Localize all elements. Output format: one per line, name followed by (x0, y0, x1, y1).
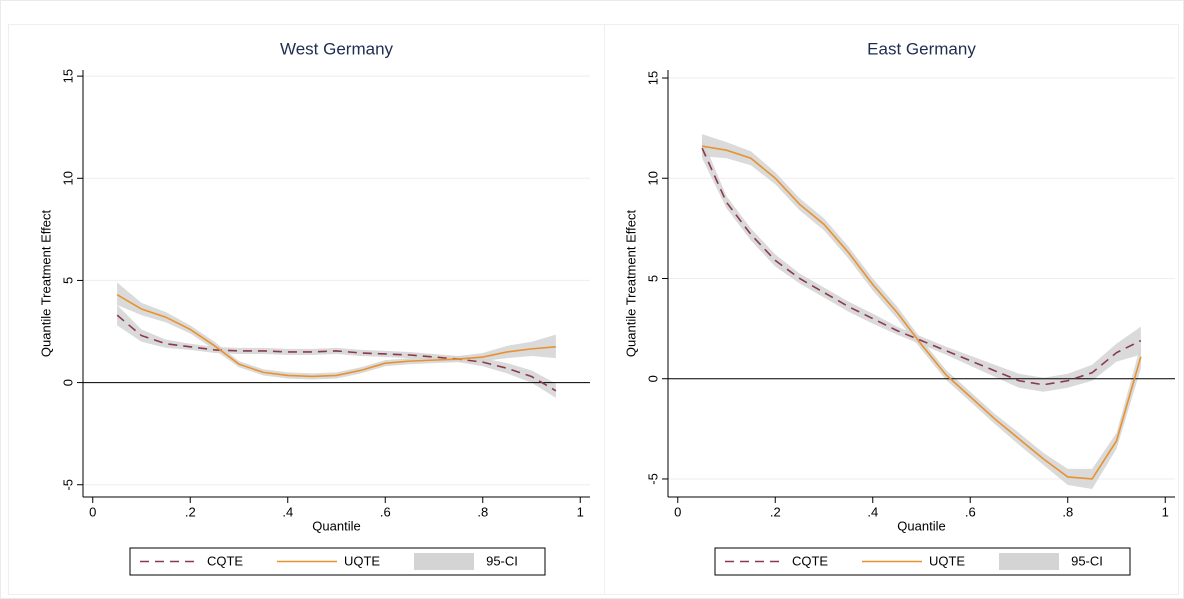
y-axis-label: Quantile Treatment Effect (38, 210, 53, 358)
legend-box (714, 547, 1131, 576)
x-tick-label: .4 (282, 504, 293, 519)
x-tick-label: .2 (185, 504, 196, 519)
legend-swatch (414, 553, 474, 570)
y-tick-label: 5 (60, 277, 75, 284)
x-tick-label: .4 (867, 504, 878, 519)
x-tick-label: 1 (577, 504, 584, 519)
x-tick-label: .8 (477, 504, 488, 519)
legend-label: UQTE (344, 553, 380, 568)
y-axis-label: Quantile Treatment Effect (623, 210, 638, 358)
series-line (116, 314, 557, 392)
x-axis-label: Quantile (897, 518, 945, 533)
series-line (701, 145, 1142, 480)
y-tick-label: 10 (60, 171, 75, 185)
y-tick-label: 5 (645, 275, 660, 282)
x-tick-label: 1 (1162, 504, 1169, 519)
x-tick-label: 0 (89, 504, 96, 519)
y-tick-label: 0 (645, 375, 660, 382)
legend-label: UQTE (929, 553, 965, 568)
x-axis-label: Quantile (312, 518, 360, 533)
legend-label: CQTE (207, 553, 243, 568)
legend-label: 95-CI (1071, 553, 1103, 568)
y-tick-label: 0 (60, 379, 75, 386)
series-line (701, 147, 1142, 386)
x-tick-label: 0 (674, 504, 681, 519)
y-tick-label: 15 (60, 69, 75, 83)
y-tick-label: 15 (645, 71, 660, 85)
legend-swatch (999, 553, 1059, 570)
x-tick-label: .8 (1062, 504, 1073, 519)
legend-label: 95-CI (486, 553, 518, 568)
legend-box (129, 547, 546, 576)
x-tick-label: .6 (380, 504, 391, 519)
chart-title: East Germany (867, 39, 976, 58)
y-tick-label: -5 (60, 479, 75, 491)
y-tick-label: 10 (645, 171, 660, 185)
panel-frame (8, 24, 605, 595)
chart-title: West Germany (280, 39, 394, 58)
x-tick-label: .6 (965, 504, 976, 519)
y-tick-label: -5 (645, 473, 660, 485)
x-tick-label: .2 (770, 504, 781, 519)
legend-label: CQTE (792, 553, 828, 568)
series-line (116, 294, 556, 378)
